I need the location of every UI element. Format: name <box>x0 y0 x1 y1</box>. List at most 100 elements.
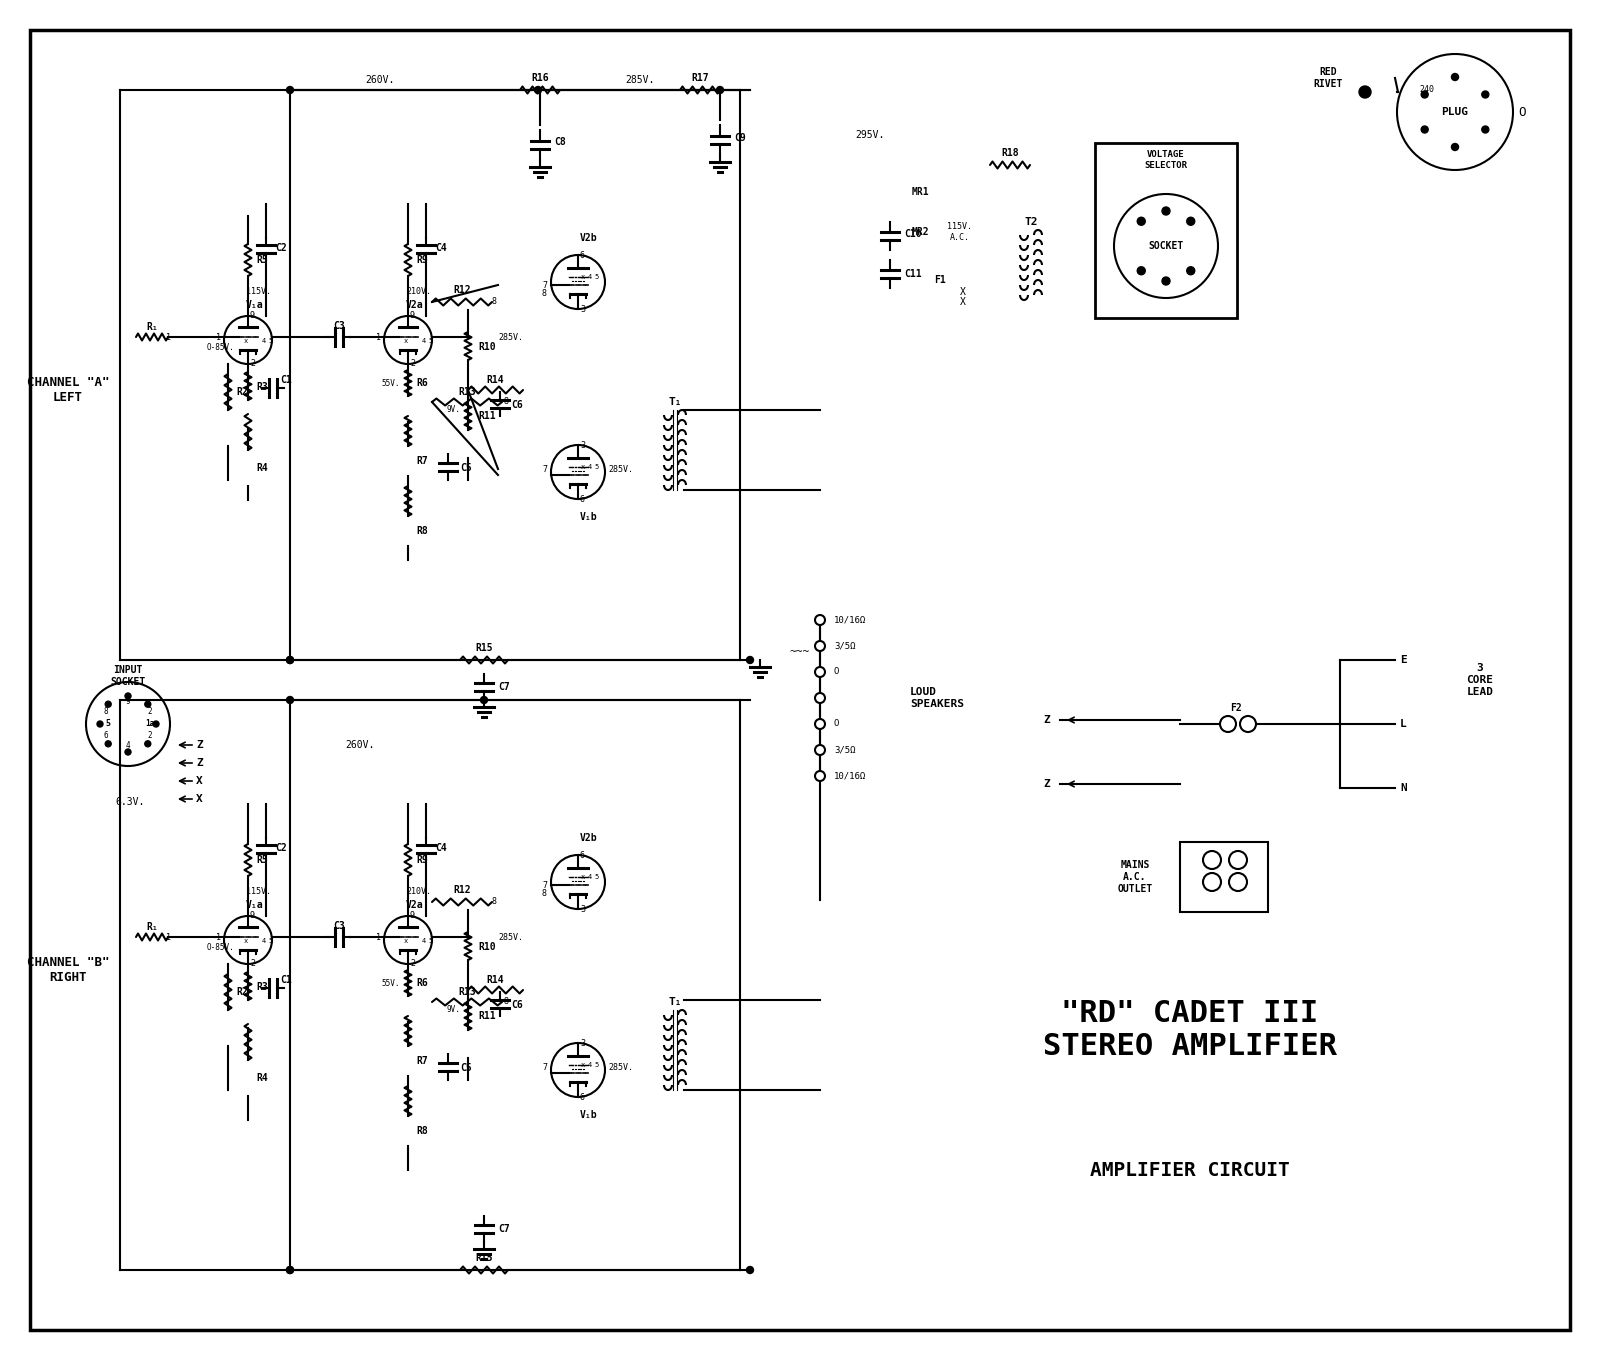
Text: R9: R9 <box>416 256 427 265</box>
Text: V₁b: V₁b <box>579 1110 598 1121</box>
Text: 7: 7 <box>542 880 547 889</box>
Circle shape <box>106 741 112 747</box>
Text: O: O <box>1518 106 1526 118</box>
Text: 260V.: 260V. <box>346 740 374 749</box>
Text: 2: 2 <box>250 359 254 369</box>
Bar <box>1181 842 1267 913</box>
Text: x: x <box>581 874 586 880</box>
Circle shape <box>1221 715 1235 732</box>
Text: 5: 5 <box>429 339 432 344</box>
Text: 9: 9 <box>410 911 414 921</box>
Text: R5: R5 <box>256 256 267 265</box>
Text: R6: R6 <box>416 378 427 388</box>
Text: 1: 1 <box>376 332 381 341</box>
Text: C2: C2 <box>275 843 286 853</box>
Text: 7: 7 <box>542 280 547 290</box>
Circle shape <box>717 87 723 94</box>
Circle shape <box>1421 91 1429 98</box>
Text: MR1: MR1 <box>910 188 930 197</box>
Text: O: O <box>834 719 840 729</box>
Text: C4: C4 <box>435 243 446 253</box>
Text: 1: 1 <box>376 933 381 941</box>
Text: R16: R16 <box>531 73 549 83</box>
Text: 2: 2 <box>410 359 414 369</box>
Text: C6: C6 <box>510 1000 523 1010</box>
Text: 8: 8 <box>502 397 509 407</box>
Circle shape <box>534 87 541 94</box>
Text: 3/5Ω: 3/5Ω <box>834 745 856 755</box>
Text: 4: 4 <box>422 938 426 944</box>
Text: 3/5Ω: 3/5Ω <box>834 642 856 650</box>
Text: 115V.
A.C.: 115V. A.C. <box>947 222 973 242</box>
Circle shape <box>1187 267 1195 275</box>
Text: R8: R8 <box>416 1126 427 1136</box>
Text: Z: Z <box>195 740 203 749</box>
Text: X: X <box>195 794 203 804</box>
Text: MAINS
A.C.
OUTLET: MAINS A.C. OUTLET <box>1117 861 1152 894</box>
Text: R7: R7 <box>416 1055 427 1066</box>
Text: 260V.: 260V. <box>365 75 395 84</box>
Text: C7: C7 <box>498 1224 510 1234</box>
Text: T₁: T₁ <box>669 997 682 1006</box>
Text: 9: 9 <box>250 911 254 921</box>
Text: x: x <box>243 938 248 944</box>
Text: 5: 5 <box>594 874 598 880</box>
Text: F2: F2 <box>1230 703 1242 713</box>
Circle shape <box>1203 873 1221 891</box>
Text: R2: R2 <box>237 987 248 997</box>
Text: 8: 8 <box>493 298 498 306</box>
Text: T2: T2 <box>1024 218 1038 227</box>
Text: INPUT
SOCKET: INPUT SOCKET <box>110 665 146 687</box>
Text: 4: 4 <box>262 938 266 944</box>
Circle shape <box>1482 91 1490 98</box>
Circle shape <box>1138 267 1146 275</box>
Text: 4: 4 <box>589 874 592 880</box>
Text: R9: R9 <box>416 855 427 865</box>
Text: 3: 3 <box>579 904 586 914</box>
Text: x: x <box>581 273 586 280</box>
Text: 210V.: 210V. <box>406 287 430 296</box>
Text: C6: C6 <box>510 400 523 409</box>
Circle shape <box>814 615 826 626</box>
Text: x: x <box>403 339 408 344</box>
Circle shape <box>286 696 293 703</box>
Circle shape <box>814 641 826 651</box>
Text: C3: C3 <box>333 921 346 932</box>
Text: 3: 3 <box>579 441 586 450</box>
Text: C7: C7 <box>498 681 510 692</box>
Text: X: X <box>960 287 966 296</box>
Circle shape <box>747 1266 754 1273</box>
Circle shape <box>125 749 131 755</box>
Text: C9: C9 <box>734 133 746 143</box>
Text: R3: R3 <box>256 982 267 991</box>
Text: 9V.: 9V. <box>446 1005 461 1015</box>
Text: 8: 8 <box>542 290 547 298</box>
Text: R11: R11 <box>478 1010 496 1021</box>
Text: 1: 1 <box>166 332 171 341</box>
Circle shape <box>1229 873 1246 891</box>
Text: x: x <box>581 464 586 471</box>
Circle shape <box>106 702 112 707</box>
Text: C3: C3 <box>333 321 346 330</box>
Text: 4: 4 <box>422 339 426 344</box>
Circle shape <box>286 657 293 664</box>
Text: N: N <box>1400 783 1406 793</box>
Text: R4: R4 <box>256 462 267 473</box>
Text: R15: R15 <box>475 643 493 653</box>
Text: R17: R17 <box>691 73 709 83</box>
Text: MR2: MR2 <box>910 227 930 237</box>
Text: R13: R13 <box>458 388 475 397</box>
Text: C10: C10 <box>904 228 922 239</box>
Text: AMPLIFIER CIRCUIT: AMPLIFIER CIRCUIT <box>1090 1160 1290 1179</box>
Circle shape <box>1138 218 1146 226</box>
Circle shape <box>1187 218 1195 226</box>
Text: 285V.: 285V. <box>608 1062 634 1072</box>
Circle shape <box>814 719 826 729</box>
Text: 55V.: 55V. <box>381 378 400 388</box>
Text: 115V.: 115V. <box>246 888 270 896</box>
Text: C5: C5 <box>461 1064 472 1073</box>
Text: RED
RIVET: RED RIVET <box>1314 67 1342 88</box>
Text: 5: 5 <box>269 339 272 344</box>
Text: 1a: 1a <box>146 719 155 729</box>
Text: R12: R12 <box>453 286 470 295</box>
